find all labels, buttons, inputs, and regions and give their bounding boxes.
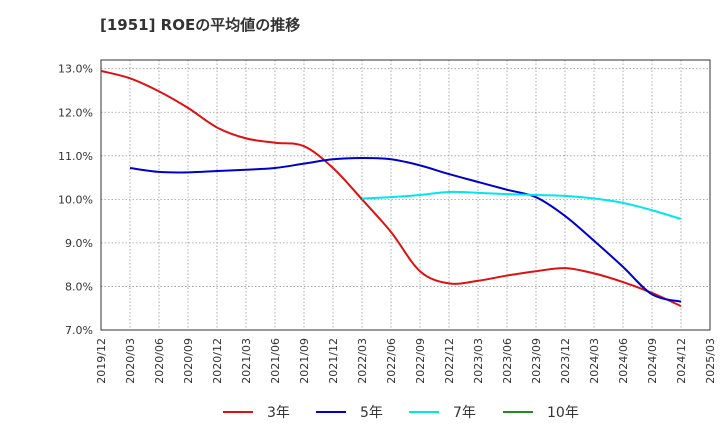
y-tick-label: 9.0%	[65, 237, 93, 250]
x-tick-labels: 2019/12 2020/03 2020/06 2020/09 2020/12 2021/…	[95, 338, 717, 384]
x-tick-label: 2023/03	[472, 338, 485, 384]
x-tick-label: 2022/12	[443, 338, 456, 384]
x-tick-label: 2022/09	[414, 338, 427, 384]
x-tick-label: 2021/03	[240, 338, 253, 384]
series-lines	[100, 69, 682, 307]
x-tick-label: 2022/06	[385, 338, 398, 384]
x-tick-label: 2024/03	[588, 338, 601, 384]
legend: 3年 5年 7年 10年	[223, 405, 579, 421]
x-tick-label: 2020/12	[211, 338, 224, 384]
x-tick-label: 2021/12	[327, 338, 340, 384]
y-tick-labels: 7.0% 8.0% 9.0% 10.0% 11.0% 12.0% 13.0%	[58, 63, 93, 337]
x-tick-label: 2020/06	[153, 338, 166, 384]
x-tick-label: 2020/03	[124, 338, 137, 384]
x-tick-label: 2022/03	[356, 338, 369, 384]
x-tick-label: 2023/12	[559, 338, 572, 384]
x-tick-label: 2023/06	[501, 338, 514, 384]
y-tick-label: 7.0%	[65, 324, 93, 337]
x-tick-label: 2023/09	[530, 338, 543, 384]
legend-label-10年: 10年	[547, 405, 579, 421]
y-tick-label: 12.0%	[58, 106, 93, 119]
legend-label-7年: 7年	[453, 405, 476, 421]
x-tick-label: 2024/09	[646, 338, 659, 384]
x-tick-label: 2020/09	[182, 338, 195, 384]
x-tick-label: 2024/12	[675, 338, 688, 384]
legend-label-5年: 5年	[360, 405, 383, 421]
x-tick-label: 2019/12	[95, 338, 108, 384]
series-line-5年	[129, 156, 682, 303]
x-tick-label: 2021/06	[269, 338, 282, 384]
x-tick-label: 2024/06	[617, 338, 630, 384]
axes	[100, 59, 711, 331]
series-line-7年	[361, 190, 682, 220]
y-tick-label: 10.0%	[58, 193, 93, 206]
y-tick-label: 8.0%	[65, 280, 93, 293]
legend-label-3年: 3年	[267, 405, 290, 421]
plot-frame	[100, 59, 711, 331]
series-line-3年	[100, 69, 682, 307]
x-tick-label: 2021/09	[298, 338, 311, 384]
x-tick-label: 2025/03	[704, 338, 717, 384]
gridlines	[100, 60, 711, 331]
chart-title: [1951] ROEの平均値の推移	[100, 16, 301, 34]
y-tick-label: 13.0%	[58, 63, 93, 76]
y-tick-label: 11.0%	[58, 150, 93, 163]
